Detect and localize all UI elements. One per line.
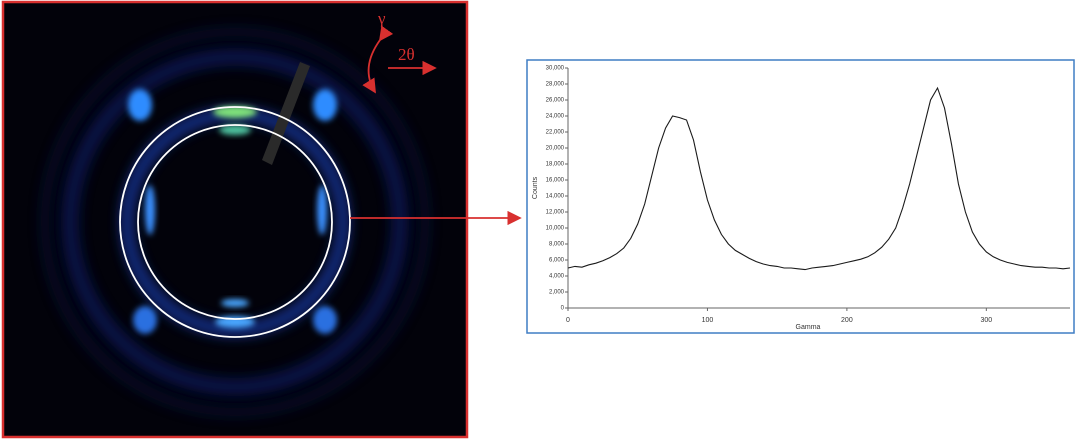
x-tick-label: 200 (841, 317, 853, 324)
y-tick-label: 28,000 (546, 82, 565, 88)
y-axis-label: Counts (532, 176, 539, 199)
y-tick-label: 4,000 (549, 274, 565, 280)
gamma-label: γ (377, 9, 386, 28)
y-tick-label: 26,000 (546, 98, 565, 104)
y-tick-label: 22,000 (546, 130, 565, 136)
y-tick-label: 0 (561, 306, 565, 312)
y-tick-label: 14,000 (546, 194, 565, 200)
data-line (567, 86, 1071, 271)
two-theta-label: 2θ (398, 45, 415, 64)
y-tick-label: 8,000 (549, 242, 565, 248)
y-tick-label: 30,000 (546, 66, 565, 72)
x-tick-label: 300 (980, 317, 992, 324)
y-tick-label: 10,000 (546, 226, 565, 232)
y-tick-label: 20,000 (546, 146, 565, 152)
y-tick-label: 16,000 (546, 178, 565, 184)
y-tick-label: 12,000 (546, 210, 565, 216)
y-tick-label: 18,000 (546, 162, 565, 168)
diffraction-image: γ 2θ (1, 0, 469, 439)
x-tick-label: 100 (702, 317, 714, 324)
x-axis-label: Gamma (796, 324, 821, 331)
y-tick-label: 6,000 (549, 258, 565, 264)
x-tick-label: 0 (566, 317, 570, 324)
y-tick-label: 2,000 (549, 290, 565, 296)
y-tick-label: 24,000 (546, 114, 565, 120)
chart-panel (526, 59, 1075, 334)
